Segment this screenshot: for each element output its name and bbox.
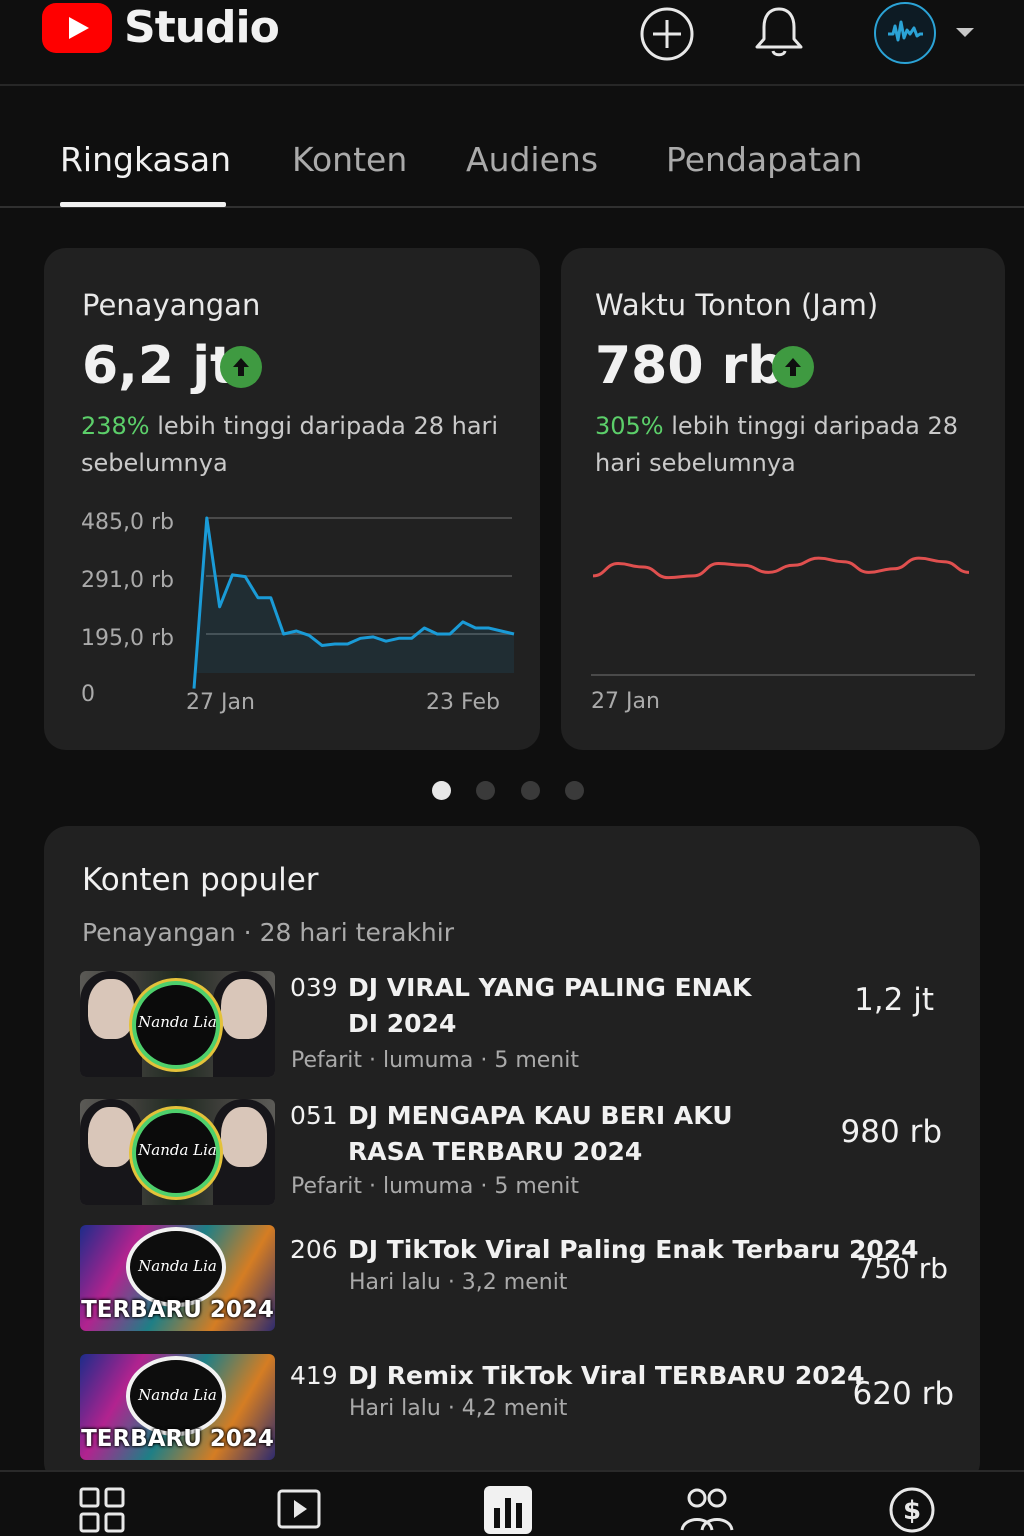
thumbnail-logo-text: Nanda Lia [138, 1141, 217, 1159]
card-value: 780 rb [595, 336, 785, 396]
video-number: 419 [290, 1361, 338, 1390]
tab-pendapatan[interactable]: Pendapatan [666, 140, 863, 179]
views-line-chart [192, 516, 515, 689]
series-line [592, 556, 970, 580]
video-thumbnail[interactable]: Nanda Lia [80, 971, 275, 1077]
video-title: 051 DJ MENGAPA KAU BERI AKU RASA TERBARU… [290, 1098, 790, 1166]
video-meta: Pefarit · lumuma · 5 menit [291, 1048, 579, 1073]
thumbnail-logo-text: Nanda Lia [138, 1257, 217, 1275]
video-views: 620 rb [852, 1376, 954, 1412]
video-title-text: DJ MENGAPA KAU BERI AKU RASA TERBARU 202… [348, 1101, 733, 1166]
video-title-text: DJ TikTok Viral Paling Enak Terbaru 2024 [348, 1235, 919, 1264]
bottom-navigation: $ [0, 1470, 1024, 1536]
video-number: 051 [290, 1101, 338, 1130]
video-meta: Hari lalu · 4,2 menit [349, 1396, 568, 1421]
popular-content-card: Konten populer Penayangan · 28 hari tera… [44, 826, 980, 1486]
video-title: 206 DJ TikTok Viral Paling Enak Terbaru … [290, 1232, 919, 1268]
dashboard-icon[interactable] [78, 1486, 126, 1534]
x-tick-label: 27 Jan [186, 690, 255, 715]
trend-up-icon [772, 346, 814, 388]
watch-time-card[interactable]: Waktu Tonton (Jam) 780 rb 305% lebih tin… [561, 248, 1005, 750]
svg-text:$: $ [903, 1496, 921, 1526]
create-plus-icon[interactable] [638, 5, 696, 63]
thumbnail-logo-text: Nanda Lia [138, 1386, 217, 1404]
trend-up-icon [220, 346, 262, 388]
active-tab-indicator [60, 202, 226, 207]
series-line [192, 516, 515, 689]
content-play-icon[interactable] [276, 1486, 322, 1532]
waveform-icon [888, 20, 923, 42]
thumbnail-badge-text: TERBARU 2024 [81, 1426, 274, 1452]
video-thumbnail[interactable]: Nanda Lia TERBARU 2024 [80, 1225, 275, 1331]
analytics-icon[interactable] [484, 1486, 532, 1534]
video-views: 980 rb [840, 1114, 942, 1150]
y-tick-label: 291,0 rb [81, 568, 174, 593]
card-title: Waktu Tonton (Jam) [595, 288, 879, 322]
x-tick-label: 23 Feb [426, 690, 500, 715]
pager-dot[interactable] [565, 781, 584, 800]
channel-avatar[interactable] [874, 2, 936, 64]
tab-konten[interactable]: Konten [292, 140, 408, 179]
y-tick-label: 0 [81, 682, 95, 707]
comparison-text: 305% lebih tinggi daripada 28 hari sebel… [595, 408, 985, 482]
series-area [194, 518, 514, 689]
video-views: 1,2 jt [854, 982, 934, 1018]
card-value: 6,2 jt [82, 336, 235, 396]
change-description: lebih tinggi daripada 28 hari sebelumnya [81, 412, 499, 477]
y-tick-label: 485,0 rb [81, 510, 174, 535]
video-meta: Hari lalu · 3,2 menit [349, 1270, 568, 1295]
video-views: 750 rb [856, 1252, 948, 1285]
video-title: 039 DJ VIRAL YANG PALING ENAK DI 2024 [290, 970, 760, 1038]
community-icon[interactable] [680, 1486, 734, 1534]
tab-bar: Ringkasan Konten Audiens Pendapatan [0, 88, 1024, 208]
watch-time-line-chart [591, 556, 975, 676]
chevron-down-icon[interactable] [956, 28, 974, 37]
top-app-bar: Studio [0, 0, 1024, 86]
video-meta: Pefarit · lumuma · 5 menit [291, 1174, 579, 1199]
video-title-text: DJ VIRAL YANG PALING ENAK DI 2024 [348, 973, 752, 1038]
tab-audiens[interactable]: Audiens [466, 140, 599, 179]
video-title: 419 DJ Remix TikTok Viral TERBARU 2024 [290, 1358, 864, 1394]
views-card[interactable]: Penayangan 6,2 jt 238% lebih tinggi dari… [44, 248, 540, 750]
comparison-text: 238% lebih tinggi daripada 28 hari sebel… [81, 408, 511, 482]
video-number: 039 [290, 973, 338, 1002]
youtube-logo-icon [42, 2, 112, 53]
video-thumbnail[interactable]: Nanda Lia [80, 1099, 275, 1205]
x-tick-label: 27 Jan [591, 689, 660, 714]
thumbnail-logo-text: Nanda Lia [138, 1013, 217, 1031]
pager-dot[interactable] [476, 781, 495, 800]
change-description: lebih tinggi daripada 28 hari sebelumnya [595, 412, 959, 477]
card-title: Penayangan [82, 288, 261, 322]
video-number: 206 [290, 1235, 338, 1264]
video-thumbnail[interactable]: Nanda Lia TERBARU 2024 [80, 1354, 275, 1460]
y-tick-label: 195,0 rb [81, 626, 174, 651]
section-subtitle: Penayangan · 28 hari terakhir [82, 918, 454, 947]
change-percent: 238% [81, 412, 150, 440]
change-percent: 305% [595, 412, 664, 440]
bell-icon[interactable] [752, 5, 806, 59]
thumbnail-badge-text: TERBARU 2024 [81, 1297, 274, 1323]
earn-dollar-icon[interactable]: $ [888, 1486, 936, 1534]
pager-dot[interactable] [432, 781, 451, 800]
tab-ringkasan[interactable]: Ringkasan [60, 140, 232, 179]
app-title: Studio [124, 2, 280, 53]
section-title: Konten populer [82, 862, 319, 898]
video-title-text: DJ Remix TikTok Viral TERBARU 2024 [348, 1361, 865, 1390]
studio-logo[interactable]: Studio [42, 2, 280, 53]
pager-dot[interactable] [521, 781, 540, 800]
